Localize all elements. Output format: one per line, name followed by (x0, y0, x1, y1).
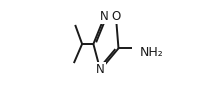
Text: N: N (96, 63, 105, 76)
Text: NH₂: NH₂ (140, 46, 164, 59)
Text: N: N (100, 10, 109, 23)
Text: O: O (112, 10, 121, 23)
